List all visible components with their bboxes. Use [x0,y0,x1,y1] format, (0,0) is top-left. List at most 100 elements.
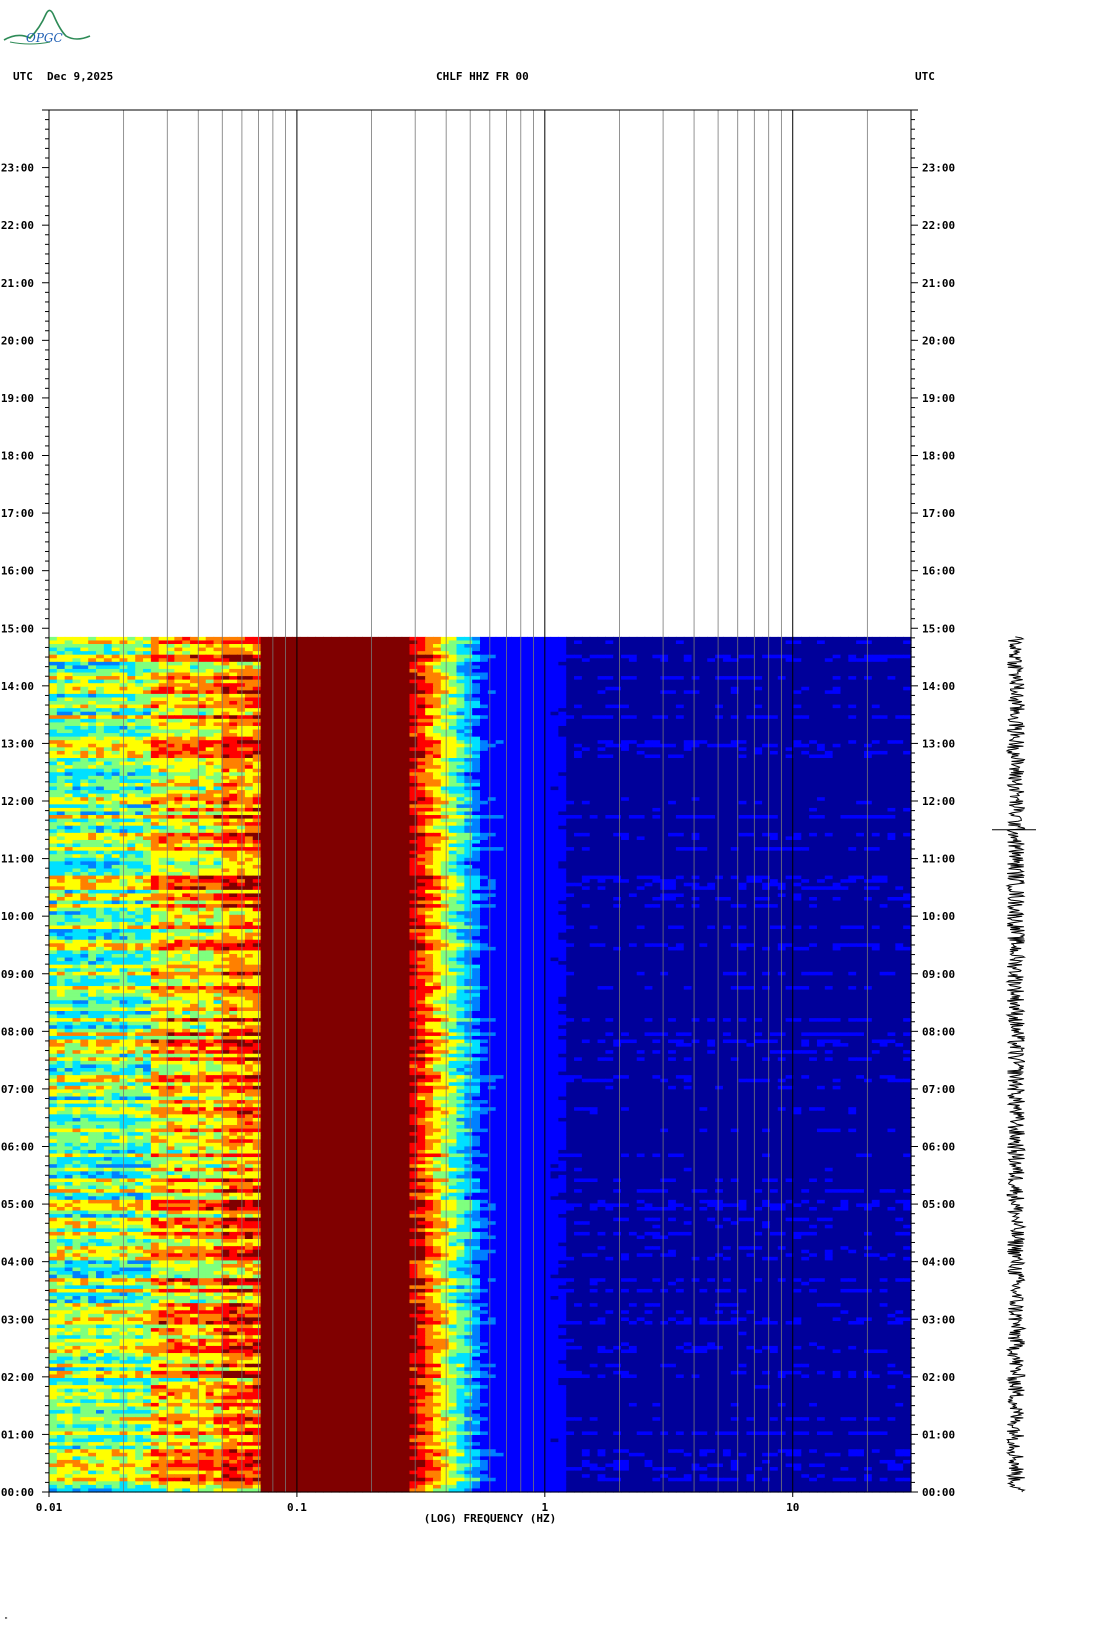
spectrogram-cell [722,786,732,791]
spectrogram-cell [425,644,434,649]
spectrogram-cell [127,686,136,691]
spectrogram-cell [362,793,371,798]
spectrogram-cell [401,711,411,716]
spectrogram-cell [182,779,191,784]
spectrogram-cell [56,761,66,766]
spectrogram-cell [480,793,489,798]
spectrogram-cell [244,779,254,784]
spectrogram-cell [291,743,301,748]
spectrogram-cell [754,715,763,720]
spectrogram-cell [440,693,450,699]
spectrogram-cell [879,636,889,642]
spectrogram-cell [299,754,309,759]
spectrogram-cell [393,779,403,784]
spectrogram-cell [111,768,121,773]
spectrogram-cell [276,779,285,784]
spectrogram-cell [503,683,512,688]
spectrogram-cell [354,772,364,777]
spectrogram-cell [613,733,622,738]
spectrogram-cell [495,708,505,713]
spectrogram-cell [675,750,685,756]
spectrogram-cell [691,761,701,766]
spectrogram-cell [895,747,904,752]
spectrogram-cell [127,786,136,791]
spectrogram-cell [644,672,653,677]
spectrogram-cell [448,672,458,677]
spectrogram-cell [362,733,371,738]
spectrogram-cell [738,768,748,773]
spectrogram-cell [848,701,857,706]
spectrogram-cell [150,636,160,642]
spectrogram-cell [793,697,802,702]
spectrogram-cell [777,636,787,642]
spectrogram-cell [824,701,834,706]
spectrogram-cell [903,676,912,681]
spectrogram-cell [158,736,168,741]
spectrogram-cell [503,665,512,670]
spectrogram-cell [824,775,834,780]
spectrogram-cell [777,733,787,738]
spectrogram-cell [425,668,434,674]
spectrogram-cell [871,658,881,663]
spectrogram-cell [127,758,136,763]
spectrogram-cell [801,690,810,695]
spectrogram-cell [143,729,152,734]
spectrogram-cell [605,668,614,674]
spectrogram-cell [722,733,732,738]
spectrogram-cell [480,775,489,780]
spectrogram-cell [338,772,348,777]
station-label: CHLF HHZ FR 00 [436,70,529,83]
spectrogram-cell [88,768,97,773]
spectrogram-cell [362,690,371,695]
spectrogram-cell [49,754,58,759]
spectrogram-cell [213,722,222,727]
spectrogram-cell [738,640,748,645]
spectrogram-cell [715,672,724,677]
spectrogram-cell [511,690,520,695]
spectrogram-cell [613,775,622,780]
spectrogram-cell [668,754,677,759]
spectrogram-cell [871,697,881,702]
spectrogram-cell [174,747,183,752]
spectrogram-cell [385,686,395,691]
spectrogram-cell [495,679,505,684]
spectrogram-cell [558,782,567,788]
spectrogram-cell [534,729,544,734]
spectrogram-cell [746,715,755,720]
spectrogram-cell [887,750,896,756]
spectrogram-cell [527,733,536,738]
spectrogram-cell [229,743,238,748]
spectrogram-cell [127,797,136,802]
spectrogram-cell [683,740,693,745]
spectrogram-cell [597,750,606,756]
spectrogram-cell [879,651,889,656]
spectrogram-cell [809,683,818,688]
spectrogram-cell [715,733,724,738]
spectrogram-cell [824,658,834,663]
spectrogram-cell [699,793,708,798]
spectrogram-cell [432,693,442,699]
spectrogram-cell [72,765,81,770]
spectrogram-cell [903,697,912,702]
spectrogram-cell [315,679,324,684]
spectrogram-cell [589,679,599,684]
spectrogram-cell [542,740,552,745]
spectrogram-cell [903,768,912,773]
spectrogram-cell [276,758,285,763]
spectrogram-cell [644,793,653,798]
spectrogram-cell [550,772,559,777]
spectrogram-cell [323,736,332,741]
spectrogram-cell [56,697,66,702]
spectrogram-cell [362,718,371,723]
spectrogram-cell [746,761,755,766]
spectrogram-cell [64,704,74,709]
spectrogram-cell [205,765,215,770]
spectrogram-cell [816,679,826,684]
spectrogram-cell [887,786,896,791]
spectrogram-cell [503,790,512,795]
spectrogram-cell [660,686,669,691]
spectrogram-cell [895,782,904,788]
spectrogram-cell [793,743,802,748]
spectrogram-cell [96,651,105,656]
spectrogram-cell [244,775,254,780]
